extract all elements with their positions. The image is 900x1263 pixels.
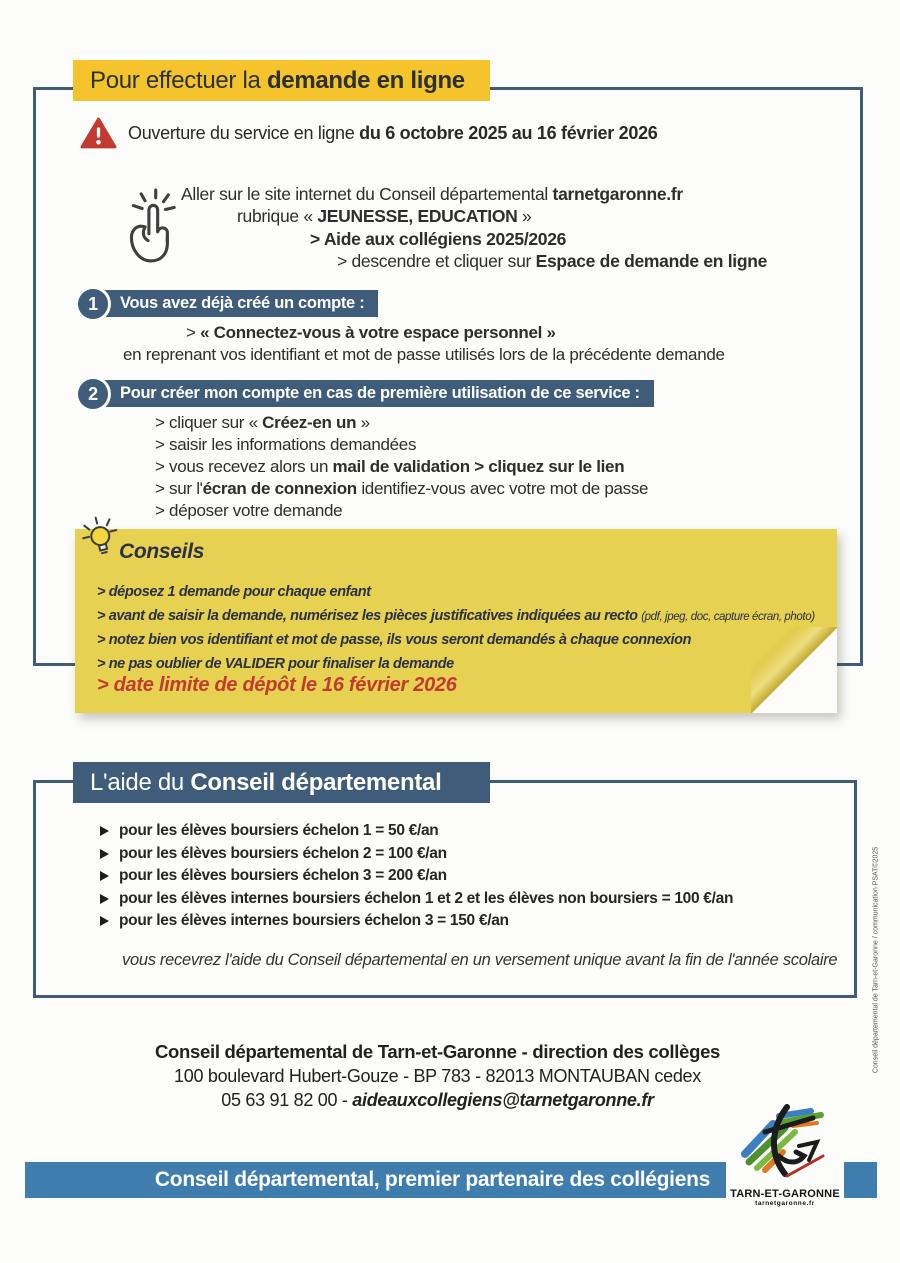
step-2-header: Pour créer mon compte en cas de première… <box>92 380 654 407</box>
tip-item: > ne pas oublier de VALIDER pour finalis… <box>97 655 454 672</box>
step-line: > « Connectez-vous à votre espace person… <box>186 323 556 342</box>
step-line: en reprenant vos identifiant et mot de p… <box>123 345 725 364</box>
step-line: > sur l'écran de connexion identifiez-vo… <box>155 479 649 498</box>
contact-phone-email: 05 63 91 82 00 - aideauxcollegiens@tarne… <box>221 1090 654 1110</box>
triangle-bullet-icon <box>100 916 109 927</box>
contact-name: Conseil départemental de Tarn-et-Garonne… <box>154 1041 721 1062</box>
step-1-header: Vous avez déjà créé un compte : <box>92 290 379 317</box>
aid-item: pour les élèves internes boursiers échel… <box>100 888 733 911</box>
warning-icon <box>80 117 117 149</box>
aid-item: pour les élèves internes boursiers échel… <box>100 910 733 933</box>
aid-item-text: pour les élèves boursiers échelon 1 = 50… <box>119 822 439 839</box>
step-line: > cliquer sur « Créez-en un » <box>155 413 370 432</box>
service-opening-alert: Ouverture du service en ligne du 6 octob… <box>80 117 658 150</box>
step-2-number-badge: 2 <box>78 379 108 409</box>
click-hand-icon <box>129 188 176 263</box>
aid-payment-note: vous recevrez l'aide du Conseil départem… <box>122 951 838 969</box>
step-line: > vous recevez alors un mail de validati… <box>155 457 625 476</box>
instruction-line: > Aide aux collégiens 2025/2026 <box>310 228 567 249</box>
aid-item-text: pour les élèves internes boursiers échel… <box>119 889 734 907</box>
deadline-text: > date limite de dépôt le 16 février 202… <box>97 674 457 696</box>
aid-item: pour les élèves boursiers échelon 1 = 50… <box>100 820 733 843</box>
tip-item: > avant de saisir la demande, numérisez … <box>97 607 815 624</box>
online-section-title: Pour effectuer la demande en ligne <box>73 60 490 101</box>
aid-item: pour les élèves boursiers échelon 3 = 20… <box>100 865 733 888</box>
step-line: > saisir les informations demandées <box>155 435 417 454</box>
site-instructions: Aller sur le site internet du Conseil dé… <box>0 183 767 272</box>
logo-url: tarnetgaronne.fr <box>755 1200 815 1207</box>
aid-item-text: pour les élèves internes boursiers échel… <box>119 912 509 929</box>
tips-title: Conseils <box>119 540 205 563</box>
aid-item: pour les élèves boursiers échelon 2 = 10… <box>100 843 733 866</box>
instruction-line: rubrique « JEUNESSE, EDUCATION » <box>237 206 532 227</box>
instruction-line: Aller sur le site internet du Conseil dé… <box>181 184 683 204</box>
aid-section-title: L'aide du Conseil départemental <box>73 762 490 803</box>
aid-item-text: pour les élèves boursiers échelon 3 = 20… <box>119 867 447 884</box>
contact-address: 100 boulevard Hubert-Gouze - BP 783 - 82… <box>174 1066 701 1086</box>
tips-list: > déposez 1 demande pour chaque enfant >… <box>97 581 815 676</box>
instruction-line: > descendre et cliquer sur Espace de dem… <box>337 250 768 271</box>
contact-block: Conseil départemental de Tarn-et-Garonne… <box>0 1040 875 1112</box>
tips-note: Conseils > déposez 1 demande pour chaque… <box>75 516 837 713</box>
triangle-bullet-icon <box>100 893 109 904</box>
service-opening-text: Ouverture du service en ligne du 6 octob… <box>128 123 658 143</box>
tarn-et-garonne-logo: TARN-ET-GARONNE tarnetgaronne.fr <box>726 1100 844 1238</box>
lightbulb-icon <box>82 516 118 555</box>
logo-art-icon <box>741 1104 825 1178</box>
triangle-bullet-icon <box>100 871 109 882</box>
aid-amounts-list: pour les élèves boursiers échelon 1 = 50… <box>100 820 733 933</box>
step-1-number-badge: 1 <box>78 289 108 319</box>
tip-item: > déposez 1 demande pour chaque enfant <box>97 584 371 600</box>
triangle-bullet-icon <box>100 848 109 859</box>
credit-vertical-text: Conseil départemental de Tarn-et-Garonne… <box>872 846 880 1074</box>
triangle-bullet-icon <box>100 826 109 837</box>
tip-item: > notez bien vos identifiant et mot de p… <box>97 632 692 648</box>
logo-name: TARN-ET-GARONNE <box>730 1188 840 1200</box>
step-line: > déposer votre demande <box>155 501 343 520</box>
aid-item-text: pour les élèves boursiers échelon 2 = 10… <box>119 844 447 862</box>
